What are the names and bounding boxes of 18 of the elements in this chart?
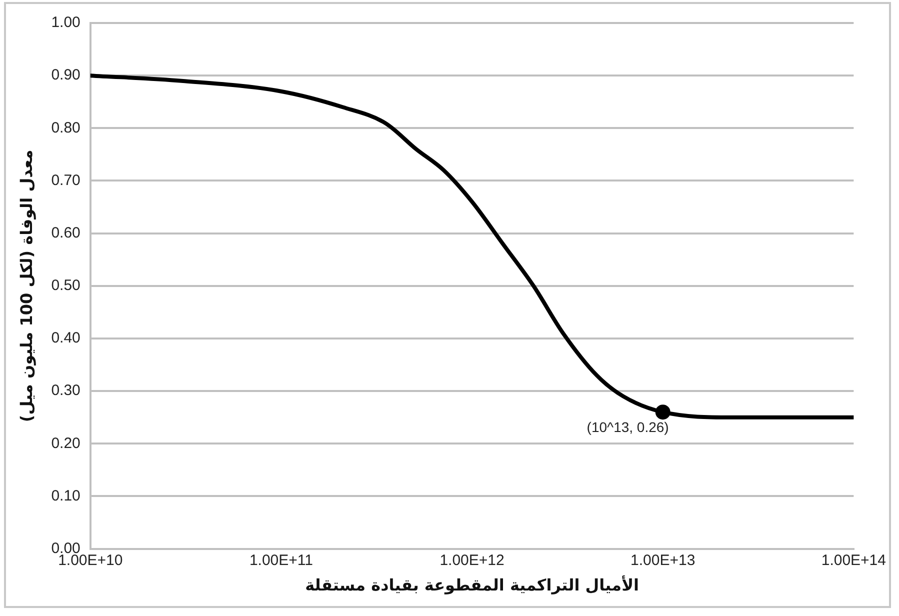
y-tick-label: 0.20 (51, 434, 80, 452)
y-tick-label: 0.40 (51, 330, 80, 347)
data-label: (10^13, 0.26) (586, 418, 669, 435)
x-tick-label: 1.00E+10 (58, 552, 123, 569)
x-tick-label: 1.00E+12 (440, 552, 504, 569)
y-tick-label: 0.60 (51, 224, 80, 242)
x-tick-label: 1.00E+14 (821, 552, 886, 569)
y-tick-label: 0.80 (51, 119, 80, 136)
y-tick-label: 0.70 (51, 172, 80, 189)
y-tick-label: 0.90 (51, 66, 80, 84)
x-tick-label: 1.00E+11 (249, 552, 313, 569)
x-axis-title: الأميال التراكمية المقطوعة بقيادة مستقلة (305, 574, 639, 595)
y-axis-title: معدل الوفاة (لكل 100 مليون ميل) (16, 150, 36, 422)
x-tick-label: 1.00E+13 (630, 552, 696, 569)
y-tick-label: 0.50 (51, 277, 80, 294)
y-tick-label: 0.10 (51, 487, 80, 504)
y-tick-label: 1.00 (51, 14, 80, 32)
y-tick-label: 0.30 (51, 382, 80, 400)
